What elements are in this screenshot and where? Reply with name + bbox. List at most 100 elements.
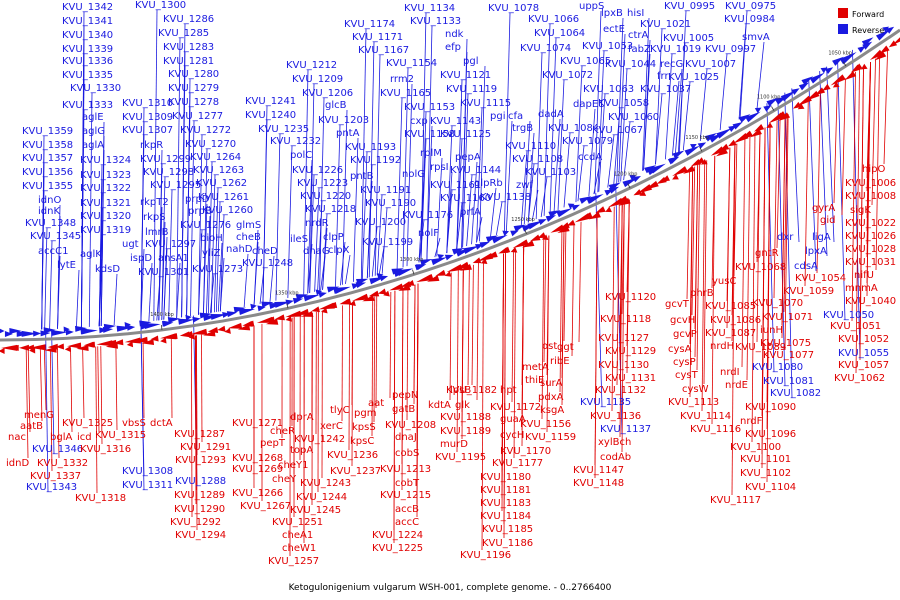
reverse-gene-arrow bbox=[43, 327, 56, 334]
forward-gene-label: KVU_1147 bbox=[573, 465, 624, 476]
forward-gene-arrow bbox=[368, 290, 380, 297]
reverse-label-leader bbox=[420, 12, 427, 262]
forward-gene-arrow bbox=[879, 45, 890, 54]
reverse-label-leader bbox=[505, 120, 513, 232]
reverse-gene-label: ccdA bbox=[578, 152, 602, 163]
forward-label-leader bbox=[25, 349, 29, 459]
reverse-gene-label: KVU_1278 bbox=[168, 97, 219, 108]
forward-gene-arrow bbox=[124, 337, 141, 344]
forward-gene-arrow bbox=[477, 253, 494, 262]
reverse-label-leader bbox=[777, 96, 786, 387]
reverse-gene-arrow bbox=[163, 320, 174, 327]
reverse-gene-label: pntB bbox=[350, 171, 374, 182]
scale-tick-mark bbox=[699, 146, 703, 152]
forward-gene-arrow bbox=[739, 130, 753, 141]
reverse-gene-label: KVU_1357 bbox=[22, 153, 73, 164]
reverse-label-leader bbox=[57, 255, 61, 329]
forward-gene-arrow bbox=[163, 333, 178, 340]
forward-label-leader bbox=[766, 124, 771, 483]
forward-label-leader bbox=[115, 344, 118, 431]
reverse-gene-label: KVU_1277 bbox=[172, 111, 223, 122]
reverse-label-leader bbox=[837, 59, 846, 321]
reverse-gene-label: ileS bbox=[290, 234, 308, 245]
forward-gene-label: nifU bbox=[854, 270, 874, 281]
reverse-label-leader bbox=[527, 132, 535, 223]
scale-tick-label: 1150 kbp bbox=[685, 135, 709, 141]
reverse-gene-arrow bbox=[397, 268, 414, 276]
forward-gene-label: surA bbox=[540, 378, 563, 389]
forward-label-leader bbox=[449, 272, 452, 401]
forward-gene-arrow bbox=[419, 273, 434, 282]
reverse-label-leader bbox=[213, 187, 219, 313]
forward-gene-label: KVU_1051 bbox=[830, 321, 881, 332]
forward-gene-arrow bbox=[47, 343, 58, 350]
forward-gene-arrow bbox=[605, 206, 612, 213]
forward-label-leader bbox=[871, 58, 876, 206]
reverse-label-leader bbox=[163, 248, 168, 320]
forward-gene-arrow bbox=[362, 295, 375, 302]
forward-gene-label: KVU_1090 bbox=[745, 402, 796, 413]
reverse-label-leader bbox=[219, 257, 225, 312]
scale-tick-mark bbox=[412, 269, 415, 275]
forward-label-leader bbox=[619, 202, 623, 438]
reverse-gene-label: KVU_1165 bbox=[380, 88, 431, 99]
reverse-gene-label: pgi bbox=[490, 111, 505, 122]
reverse-gene-label: KVU_1320 bbox=[80, 211, 131, 222]
forward-label-leader bbox=[859, 66, 864, 361]
forward-gene-label: KVU_1159 bbox=[525, 432, 576, 443]
forward-gene-arrow bbox=[796, 95, 812, 107]
reverse-label-leader bbox=[852, 49, 861, 359]
reverse-label-leader bbox=[476, 107, 483, 243]
forward-gene-arrow bbox=[352, 293, 369, 301]
forward-label-leader bbox=[686, 169, 691, 300]
reverse-label-leader bbox=[598, 93, 606, 192]
forward-gene-label: KVU_1290 bbox=[174, 504, 225, 515]
reverse-gene-arrow bbox=[21, 330, 38, 337]
forward-gene-arrow bbox=[874, 51, 887, 61]
forward-gene-label: KVU_1195 bbox=[435, 452, 486, 463]
forward-gene-arrow bbox=[217, 325, 226, 332]
reverse-gene-label: uppS bbox=[579, 1, 604, 12]
reverse-gene-label: KVU_1333 bbox=[62, 100, 113, 111]
forward-gene-label: cysW bbox=[682, 384, 709, 395]
forward-label-leader bbox=[746, 136, 751, 381]
reverse-gene-label: KVU_1348 bbox=[25, 218, 76, 229]
reverse-label-leader bbox=[434, 237, 441, 258]
forward-label-leader bbox=[703, 160, 708, 385]
forward-gene-arrow bbox=[772, 111, 787, 121]
reverse-gene-label: KVU_1262 bbox=[196, 178, 247, 189]
forward-gene-label: KVU_1257 bbox=[268, 556, 319, 567]
forward-gene-label: cheY bbox=[272, 474, 297, 485]
reverse-gene-label: KVU_0975 bbox=[725, 1, 776, 12]
forward-label-leader bbox=[781, 115, 786, 339]
forward-label-leader bbox=[503, 252, 506, 539]
forward-gene-label: KVU_1196 bbox=[460, 550, 511, 561]
reverse-label-leader bbox=[402, 67, 409, 268]
forward-gene-arrow bbox=[55, 343, 65, 350]
reverse-label-leader bbox=[616, 17, 624, 184]
reverse-gene-label: KVU_1082 bbox=[770, 388, 821, 399]
forward-gene-label: cycH bbox=[500, 430, 524, 441]
gene-labels: KVU_1342 KVU_1341 KVU_1340 KVU_1339KVU_1336… bbox=[6, 0, 896, 567]
reverse-label-leader bbox=[784, 92, 793, 399]
scale-tick-label: 1050 kbp bbox=[828, 50, 852, 56]
reverse-label-leader bbox=[682, 81, 691, 151]
forward-label-leader bbox=[461, 268, 464, 440]
reverse-label-leader bbox=[181, 65, 186, 318]
reverse-gene-label: KVU_1273 bbox=[192, 264, 243, 275]
forward-label-leader bbox=[756, 130, 761, 343]
reverse-gene-label: KVU_1050 bbox=[823, 310, 874, 321]
forward-gene-label: KVU_1293 bbox=[175, 455, 226, 466]
reverse-label-leader bbox=[206, 215, 211, 314]
forward-gene-label: aatB bbox=[20, 421, 43, 432]
reverse-gene-label: rplM bbox=[420, 148, 442, 159]
reverse-gene-label: KVU_1108 bbox=[512, 154, 563, 165]
reverse-gene-arrow bbox=[334, 286, 351, 294]
forward-gene-arrow bbox=[892, 37, 900, 46]
forward-gene-label: KVU_1054 bbox=[795, 273, 846, 284]
reverse-gene-label: KVU_1084 bbox=[548, 123, 599, 134]
forward-gene-arrow bbox=[710, 146, 725, 156]
reverse-gene-label: cheB bbox=[236, 232, 261, 243]
forward-gene-label: KVU_1077 bbox=[763, 350, 814, 361]
